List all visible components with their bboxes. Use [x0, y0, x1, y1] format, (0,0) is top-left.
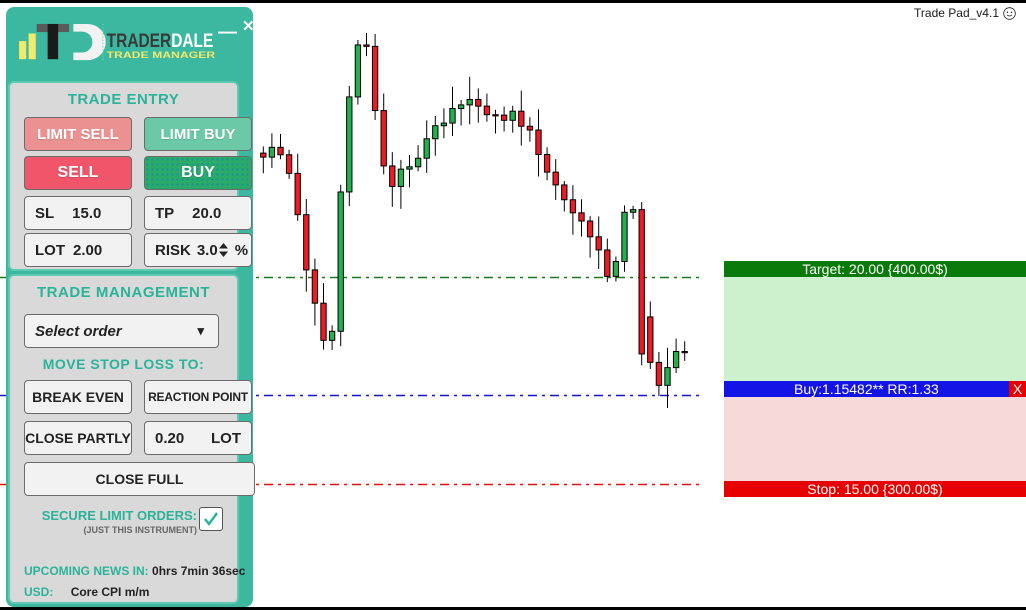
svg-text:TRADERDALE: TRADERDALE	[107, 31, 214, 52]
svg-text:TRADE MANAGER: TRADE MANAGER	[107, 50, 216, 60]
